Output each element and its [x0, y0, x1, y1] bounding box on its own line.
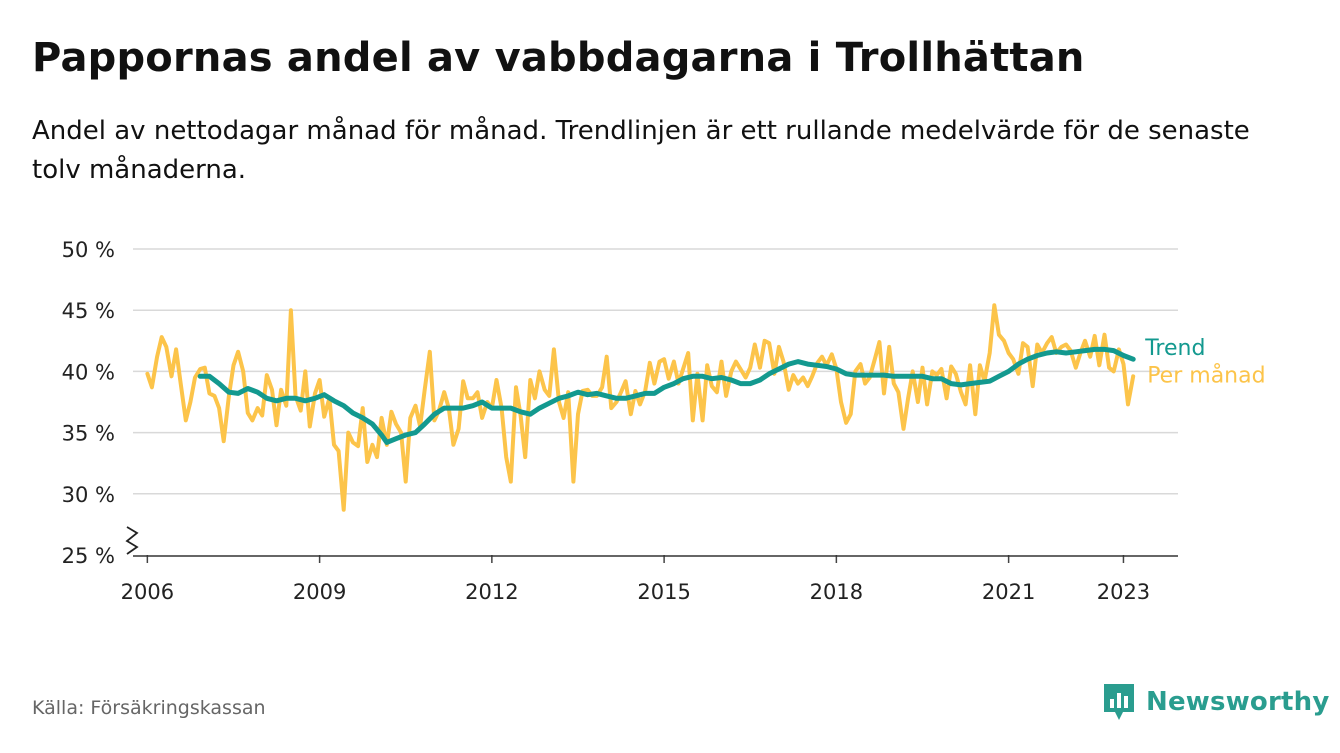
source-note: Källa: Försäkringskassan: [32, 697, 266, 719]
x-tick-label: 2012: [465, 580, 518, 604]
x-tick-label: 2018: [810, 580, 863, 604]
x-tick-label: 2021: [982, 580, 1035, 604]
series-line-monthly: [145, 303, 1136, 512]
x-axis-ticks: 2006 2009 2012 2015 2018 2021 2023: [121, 555, 1150, 604]
newsworthy-logo-icon: [1104, 684, 1134, 720]
legend-label-monthly: Per månad: [1147, 362, 1265, 388]
line-chart: 50 % 45 % 40 % 35 % 30 % 25 % 2006 2009 2012 201…: [62, 238, 1266, 604]
x-tick-label: 2015: [637, 580, 690, 604]
y-tick-label: 45 %: [62, 299, 115, 323]
brand-logo: Newsworthy: [1102, 682, 1329, 722]
y-tick-label: 40 %: [62, 360, 115, 384]
brand-name: Newsworthy: [1146, 687, 1330, 717]
axis-break-icon: [125, 526, 139, 555]
axes: [125, 526, 1178, 557]
series-line-trend: [197, 346, 1136, 445]
y-axis-ticks: 50 % 45 % 40 % 35 % 30 % 25 %: [62, 238, 115, 568]
x-tick-label: 2023: [1097, 580, 1150, 604]
chart-subtitle: Andel av nettodagar månad för månad. Tre…: [32, 116, 1250, 185]
x-tick-label: 2009: [293, 580, 346, 604]
legend-label-trend: Trend: [1144, 336, 1205, 361]
x-tick-label: 2006: [121, 580, 174, 604]
y-tick-label: 50 %: [62, 238, 115, 262]
y-tick-label: 35 %: [62, 422, 115, 446]
series-lines: [145, 303, 1136, 512]
y-tick-label: 25 %: [62, 544, 115, 568]
chart-title: Pappornas andel av vabbdagarna i Trollhä…: [32, 35, 1085, 81]
y-tick-label: 30 %: [62, 483, 115, 507]
